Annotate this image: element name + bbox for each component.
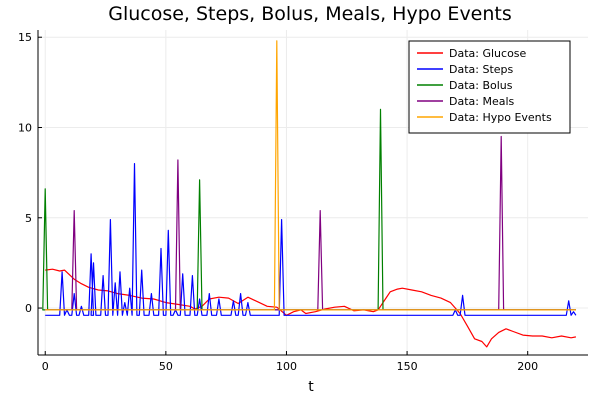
x-tick-label: 200 — [517, 360, 538, 373]
y-tick-label: 15 — [18, 31, 32, 44]
series-line-data-steps — [45, 163, 577, 316]
y-tick-label: 0 — [25, 302, 32, 315]
legend-entry: Data: Meals — [449, 95, 515, 108]
legend-entry: Data: Steps — [449, 63, 514, 76]
legend-entry: Data: Glucose — [449, 47, 527, 60]
series-line-data-hypo-events — [45, 40, 576, 311]
x-tick-label: 50 — [159, 360, 173, 373]
x-tick-label: 100 — [276, 360, 297, 373]
y-tick-label: 10 — [18, 122, 32, 135]
legend: Data: Glucose Data: Steps Data: Bolus Data:… — [408, 40, 571, 134]
series-layer — [42, 40, 577, 348]
legend-entry: Data: Bolus — [449, 79, 513, 92]
legend-entry: Data: Hypo Events — [449, 111, 552, 124]
ticks: 0 50 100 150 200 0 5 10 15 — [18, 31, 538, 373]
y-tick-label: 5 — [25, 212, 32, 225]
axes — [37, 30, 588, 356]
chart-title: Glucose, Steps, Bolus, Meals, Hypo Event… — [108, 3, 512, 25]
grid — [38, 30, 588, 355]
series-line-data-meals — [45, 135, 576, 311]
x-tick-label: 150 — [397, 360, 418, 373]
x-axis-label: t — [308, 379, 314, 395]
series-line-data-bolus — [42, 108, 576, 311]
x-tick-label: 0 — [42, 360, 49, 373]
